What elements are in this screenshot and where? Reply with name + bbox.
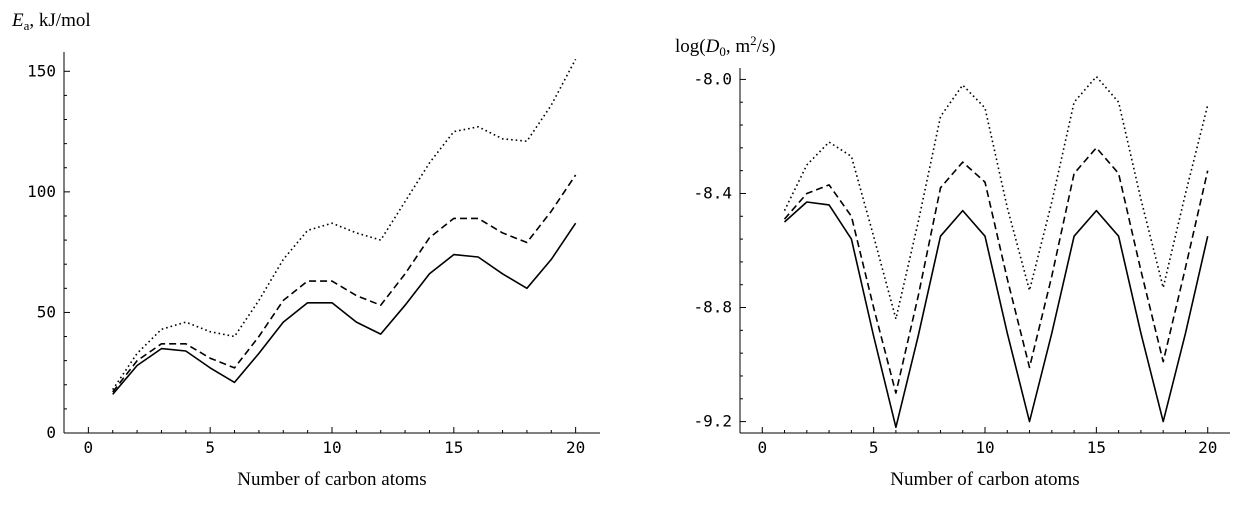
chart-ea-plot: 0 5 10 15 20 0 50 100 150 Number of carbon atoms E… (11, 10, 600, 490)
ea-x-axis-label: Number of carbon atoms (237, 469, 426, 490)
ea-series-solid (112, 222, 577, 395)
logd0-y-axis-label: log(D0, m2/s) (675, 33, 776, 59)
ea-series-dashed (112, 174, 577, 393)
logd0-y-tick-label: -8.0 (693, 69, 732, 88)
logd0-x-tick-label: 20 (1198, 438, 1217, 457)
logd0-x-tick-label: 15 (1087, 438, 1106, 457)
ea-y-tick-label: 150 (27, 61, 56, 80)
logd0-x-tick-label: 5 (869, 438, 879, 457)
chart-log-d0-plot: 0 5 10 15 20 -8.0 -8.4 -8.8 -9.2 Number of carbon… (675, 33, 1230, 490)
chart-log-d0: 0 5 10 15 20 -8.0 -8.4 -8.8 -9.2 Number of carbon… (619, 0, 1238, 500)
logd0-series-solid (783, 201, 1209, 429)
ea-series-dotted (112, 58, 577, 391)
logd0-series-dashed (783, 147, 1209, 394)
ea-y-tick-label: 50 (37, 302, 56, 321)
ea-y-tick-label: 0 (46, 423, 56, 442)
logd0-y-tick-label: -8.4 (693, 183, 732, 202)
logd0-y-tick-label: -9.2 (693, 412, 732, 431)
ea-x-tick-label: 20 (566, 438, 585, 457)
ea-x-tick-label: 5 (205, 438, 215, 457)
logd0-x-tick-label: 0 (757, 438, 767, 457)
logd0-x-tick-label: 10 (975, 438, 994, 457)
logd0-y-tick-label: -8.8 (693, 298, 732, 317)
ea-x-tick-label: 15 (444, 438, 463, 457)
logd0-x-axis-label: Number of carbon atoms (890, 469, 1079, 490)
ea-y-tick-label: 100 (27, 182, 56, 201)
ea-x-tick-label: 0 (84, 438, 94, 457)
ea-y-axis-label: Ea, kJ/mol (11, 10, 91, 33)
ea-x-tick-label: 10 (322, 438, 341, 457)
chart-ea: 0 5 10 15 20 0 50 100 150 Number of carbon atoms E… (0, 0, 619, 500)
